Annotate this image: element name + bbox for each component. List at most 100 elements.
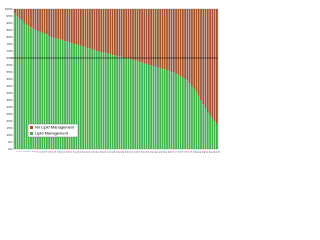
legend-label: No Lipid Management [35,125,75,130]
bar-segment [91,49,94,149]
bar-segment [79,9,82,46]
x-tick-label: 84 [205,151,207,153]
x-tick-label: 32 [87,151,89,153]
x-tick-label: 13 [44,151,46,153]
x-tick-label: 69 [171,151,173,153]
bar-segment [36,31,39,149]
bar-segment [45,9,48,35]
bar-segment [52,37,55,149]
x-tick-label: 18 [55,151,57,153]
bar-segment [86,9,89,49]
x-tick-label: 21 [62,151,64,153]
y-tick-label: 95% [6,14,12,18]
bar-segment [50,37,53,149]
x-tick-label: 25 [71,151,73,153]
bar-segment [109,53,112,149]
bar-segment [14,9,17,14]
y-tick-label: 80% [6,35,12,39]
x-tick-label: 44 [114,151,116,153]
legend-label: Lipid Management [35,131,69,136]
y-tick-label: 85% [6,28,12,32]
bar-segment [111,9,114,56]
bar-segment [21,9,23,21]
bar-segment [120,9,123,57]
bar-segment [84,9,87,47]
x-tick-label: 34 [91,151,93,153]
bar-segment [82,46,85,149]
bar-segment [18,9,21,19]
x-tick-label: 87 [212,151,214,153]
bar-segment [152,66,155,149]
bar-segment [181,77,184,149]
y-tick-label: 15% [6,126,12,130]
bar-segment [66,9,69,42]
bar-segment [141,9,143,63]
x-tick-label: 60 [150,151,152,153]
bar-segment [170,9,173,72]
x-tick-label: 52 [132,151,134,153]
bar-segment [125,9,128,58]
x-tick-label: 19 [57,151,59,153]
bar-segment [181,9,184,78]
bar-segment [177,9,180,75]
bar-segment [48,9,51,36]
bar-segment [75,44,78,149]
bar-segment [77,45,80,149]
bar-segment [125,58,128,149]
bar-segment [161,69,164,149]
x-tick-label: 75 [184,151,186,153]
bar-segment [102,9,105,53]
page: {"chart_data":{"type":"stacked_bar_100",… [4,6,220,153]
bar-segment [204,9,207,109]
bar-segment [143,9,146,64]
legend-box [27,123,79,138]
bar-segment [70,9,73,43]
x-tick-label: 6 [28,151,30,152]
x-tick-label: 68 [168,151,170,153]
x-tick-label: 11 [39,151,41,153]
x-tick-label: 9 [35,151,37,152]
bar-segment [82,9,85,47]
bar-segment [86,48,89,150]
bar-segment [136,9,139,61]
bar-segment [213,9,216,121]
bar-segment [186,80,189,149]
bar-segment [184,9,187,79]
bar-segment [30,9,32,28]
bar-segment [73,44,75,149]
bar-segment [84,46,87,149]
x-tick-label: 90 [218,151,220,153]
y-tick-label: 45% [6,84,12,88]
bar-segment [191,9,193,86]
bar-segment [111,55,114,150]
bar-segment [116,9,119,57]
bar-segment [193,9,196,89]
bar-segment [68,9,71,43]
bar-segment [27,25,30,149]
x-tick-label: 3 [21,151,23,152]
x-tick-label: 33 [89,151,91,153]
x-tick-label: 46 [119,151,121,153]
bar-segment [14,13,17,150]
bar-segment [206,9,209,113]
bar-segment [132,9,134,60]
bar-segment [98,51,100,149]
bar-segment [113,9,116,56]
x-tick-label: 50 [128,151,130,153]
bar-segment [118,56,121,149]
y-tick-label: 50% [6,77,12,81]
x-tick-label: 35 [94,151,96,153]
bar-segment [172,72,175,149]
bar-segment [211,9,214,119]
x-tick-label: 38 [100,151,102,153]
x-tick-label: 57 [144,151,146,153]
x-tick-label: 73 [180,151,182,153]
bar-segment [89,9,91,49]
x-tick-label: 36 [96,151,98,153]
bar-segment [177,74,180,149]
bar-segment [18,18,21,149]
x-tick-label: 64 [159,151,161,153]
x-tick-label: 74 [182,151,184,153]
bar-segment [70,42,73,149]
